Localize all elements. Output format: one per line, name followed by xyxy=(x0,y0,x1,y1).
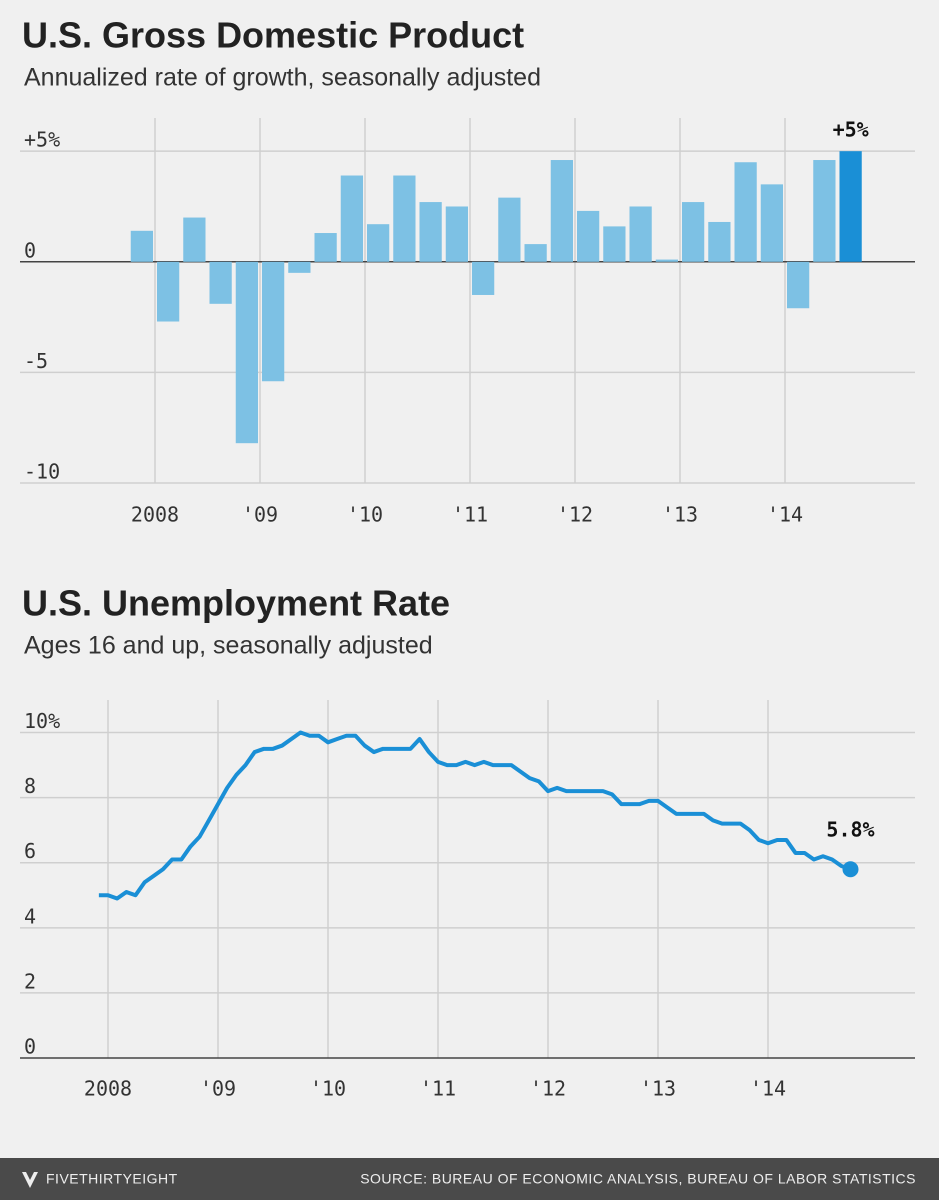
x-tick-label: '10 xyxy=(310,1077,346,1101)
bar xyxy=(130,230,153,262)
bar xyxy=(235,261,258,444)
y-tick-label: 6 xyxy=(24,839,36,863)
chart-title: U.S. Gross Domestic Product xyxy=(22,15,524,56)
x-tick-label: '12 xyxy=(530,1077,566,1101)
bar xyxy=(419,202,442,262)
bar xyxy=(288,261,311,273)
bar xyxy=(708,221,731,262)
bar xyxy=(577,210,600,262)
bar xyxy=(682,202,705,262)
chart-subtitle: Annualized rate of growth, seasonally ad… xyxy=(24,64,541,92)
x-tick-label: '09 xyxy=(242,503,278,527)
x-tick-label: '13 xyxy=(640,1077,676,1101)
bar xyxy=(655,259,678,262)
bar xyxy=(209,261,232,304)
x-tick-label: '11 xyxy=(452,503,488,527)
y-tick-label: -5 xyxy=(24,349,48,373)
bar xyxy=(157,261,180,322)
footer-bar xyxy=(0,1158,939,1200)
brand: FIVETHIRTYEIGHT xyxy=(46,1171,178,1187)
bar xyxy=(813,160,836,262)
bar xyxy=(550,160,573,262)
bar xyxy=(393,175,416,262)
bar xyxy=(603,226,626,262)
end-point xyxy=(842,861,859,878)
x-tick-label: '14 xyxy=(750,1077,786,1101)
x-tick-label: '09 xyxy=(200,1077,236,1101)
y-tick-label: 0 xyxy=(24,238,36,262)
bar xyxy=(314,233,337,262)
chart-title: U.S. Unemployment Rate xyxy=(22,583,450,624)
bar xyxy=(734,162,757,262)
bar xyxy=(498,197,521,262)
bar xyxy=(472,261,495,295)
bar xyxy=(787,261,810,309)
line xyxy=(98,730,852,901)
annotation: +5% xyxy=(833,118,869,142)
bar xyxy=(760,184,783,262)
x-tick-label: '11 xyxy=(420,1077,456,1101)
x-tick-label: '10 xyxy=(347,503,383,527)
y-tick-label: +5% xyxy=(24,128,60,152)
bar xyxy=(262,261,285,382)
bar xyxy=(839,151,862,262)
x-tick-label: '14 xyxy=(767,503,803,527)
brand-logo xyxy=(22,1172,38,1188)
annotation: 5.8% xyxy=(826,818,874,842)
chart-subtitle: Ages 16 and up, seasonally adjusted xyxy=(24,632,433,660)
x-tick-label: 2008 xyxy=(84,1077,132,1101)
bar xyxy=(524,244,547,262)
y-tick-label: -10 xyxy=(24,460,60,484)
x-tick-label: '12 xyxy=(557,503,593,527)
bar xyxy=(445,206,468,262)
x-tick-label: 2008 xyxy=(131,503,179,527)
bar xyxy=(183,217,206,262)
x-tick-label: '13 xyxy=(662,503,698,527)
source: SOURCE: BUREAU OF ECONOMIC ANALYSIS, BUR… xyxy=(360,1171,916,1187)
y-tick-label: 4 xyxy=(24,904,36,928)
bar xyxy=(629,206,652,262)
bar xyxy=(340,175,363,262)
y-tick-label: 10% xyxy=(24,709,60,733)
bar xyxy=(367,224,390,262)
y-tick-label: 2 xyxy=(24,969,36,993)
y-tick-label: 8 xyxy=(24,774,36,798)
y-tick-label: 0 xyxy=(24,1035,36,1059)
